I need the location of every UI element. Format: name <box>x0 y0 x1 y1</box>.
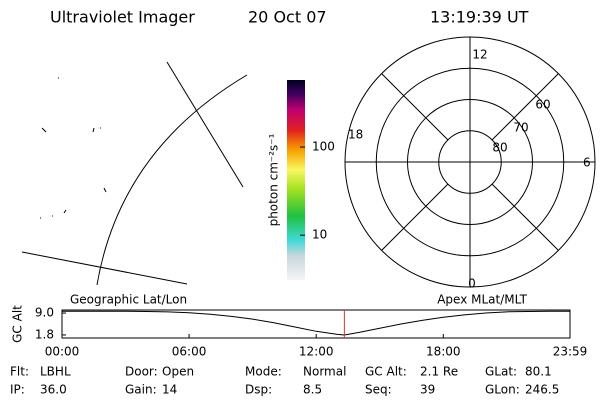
x-tick-label: 12:00 <box>299 345 334 359</box>
info-value: LBHL <box>40 365 71 379</box>
lat-label: 80 <box>492 141 507 155</box>
colorbar-label: photon cm⁻²s⁻¹ <box>267 133 281 226</box>
info-label: GC Alt: <box>365 365 407 379</box>
info-value: 8.5 <box>303 383 322 397</box>
info-label: GLat: <box>485 365 517 379</box>
time: 13:19:39 UT <box>430 8 529 27</box>
info-label: Flt: <box>10 365 29 379</box>
title: Ultraviolet Imager <box>50 8 195 27</box>
y-axis-title: GC Alt <box>11 305 25 343</box>
x-tick-label: 06:00 <box>172 345 207 359</box>
map-line <box>21 251 188 285</box>
info-value: 14 <box>162 383 177 397</box>
map <box>21 61 248 286</box>
map-line <box>166 61 244 188</box>
polar-label: Apex MLat/MLT <box>437 293 527 307</box>
altitude-line <box>62 310 571 336</box>
info-value: 36.0 <box>40 383 67 397</box>
colorbar-tick-label: 100 <box>312 140 335 154</box>
timeline-frame <box>61 309 571 339</box>
info-value: Open <box>162 365 194 379</box>
polar-diagonal <box>491 73 559 141</box>
info-value: 246.5 <box>525 383 559 397</box>
info-label: Dsp: <box>245 383 272 397</box>
info-label: Gain: <box>125 383 157 397</box>
info-value: 39 <box>420 383 435 397</box>
polar-diagonal <box>491 183 559 251</box>
info-value: 2.1 Re <box>420 365 458 379</box>
map-label: Geographic Lat/Lon <box>70 293 187 307</box>
lat-label: 70 <box>513 121 528 135</box>
y-tick-label: 1.8 <box>35 327 54 341</box>
info-label: IP: <box>10 383 25 397</box>
info-label: Mode: <box>245 365 282 379</box>
mlt-label: 18 <box>348 128 363 142</box>
polar-diagonal <box>381 183 449 251</box>
info-label: GLon: <box>485 383 520 397</box>
x-tick-label: 18:00 <box>426 345 461 359</box>
lat-label: 60 <box>535 98 550 112</box>
mlt-label: 6 <box>583 156 591 170</box>
polar-diagonal <box>381 73 449 141</box>
info-value: 80.1 <box>525 365 552 379</box>
mlt-label: 0 <box>468 277 476 291</box>
info-value: Normal <box>303 365 346 379</box>
colorbar-tick-label: 10 <box>312 228 327 242</box>
x-tick-label: 00:00 <box>45 345 80 359</box>
date: 20 Oct 07 <box>248 8 327 27</box>
y-tick-label: 9.0 <box>35 306 54 320</box>
x-tick-label: 23:59 <box>553 345 588 359</box>
info-label: Door: <box>125 365 158 379</box>
colorbar <box>287 80 305 280</box>
info-label: Seq: <box>365 383 392 397</box>
map-arc <box>96 74 248 286</box>
mlt-label: 12 <box>472 48 487 62</box>
map-specks <box>40 77 107 219</box>
